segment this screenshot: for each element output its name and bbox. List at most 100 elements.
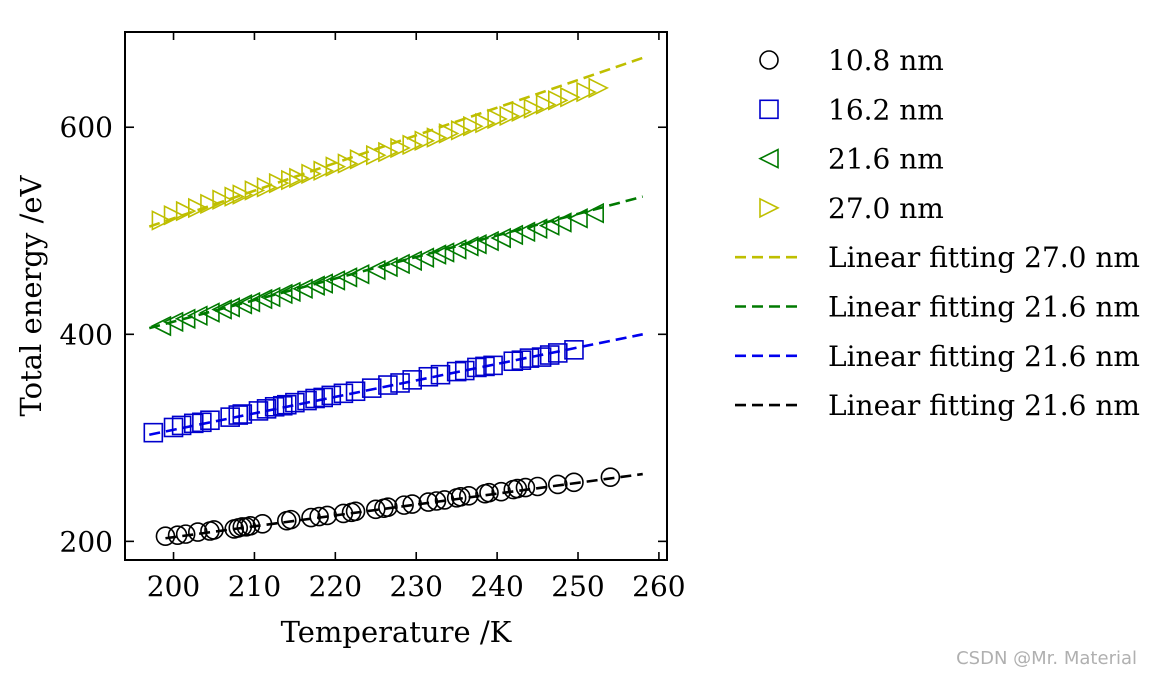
data-point — [564, 472, 584, 493]
data-point — [224, 186, 245, 207]
data-point — [345, 501, 366, 522]
data-point — [183, 413, 204, 434]
data-point — [438, 123, 460, 144]
data-point — [414, 130, 436, 152]
data-point — [378, 497, 398, 518]
x-tick-label: 210 — [228, 570, 281, 603]
data-point — [313, 387, 333, 408]
x-tick-label: 220 — [309, 570, 362, 603]
data-point — [418, 492, 439, 512]
x-tick-label: 250 — [551, 570, 604, 603]
data-point — [256, 399, 277, 419]
data-point — [483, 355, 503, 376]
data-point — [264, 396, 285, 417]
legend-marker — [758, 148, 779, 169]
data-point — [567, 208, 588, 229]
data-point — [547, 474, 568, 495]
data-point — [321, 385, 342, 406]
data-point — [211, 299, 232, 320]
data-point — [390, 373, 410, 393]
data-point — [256, 176, 278, 198]
data-point — [551, 212, 572, 233]
data-point — [337, 153, 359, 174]
data-point — [276, 394, 297, 415]
data-point — [519, 348, 540, 368]
data-point — [475, 356, 495, 377]
data-point — [175, 524, 196, 544]
data-point — [446, 361, 467, 382]
x-tick-label: 260 — [632, 570, 685, 603]
data-point — [345, 381, 366, 402]
x-tick-label: 230 — [389, 570, 442, 603]
data-points — [143, 77, 621, 546]
data-point — [425, 244, 447, 265]
legend-label: 16.2 nm — [828, 93, 944, 126]
data-point — [150, 315, 172, 337]
data-point — [155, 526, 176, 546]
data-point — [402, 370, 422, 390]
data-point — [281, 169, 302, 191]
data-point — [232, 184, 254, 205]
data-point — [325, 156, 347, 177]
fit-lines — [148, 56, 644, 540]
legend-label: Linear fitting 27.0 nm — [828, 241, 1140, 274]
data-point — [511, 350, 532, 370]
data-point — [232, 517, 253, 537]
data-point — [232, 404, 253, 424]
data-point — [305, 388, 325, 409]
data-point — [167, 525, 188, 545]
data-point — [333, 503, 354, 524]
x-tick-labels: 200 210 220 230 240 250 260 — [147, 570, 686, 603]
data-point — [204, 520, 224, 540]
data-point — [434, 490, 455, 510]
data-point — [418, 366, 439, 387]
legend-marker — [759, 197, 780, 219]
data-point — [304, 275, 325, 296]
data-point — [188, 197, 209, 219]
data-point — [163, 417, 184, 438]
data-point — [301, 507, 321, 528]
y-axis-label: Total energy /eV — [14, 175, 48, 417]
data-point — [454, 360, 475, 381]
data-point — [547, 90, 569, 111]
data-point — [163, 204, 185, 226]
data-point — [390, 137, 411, 159]
data-point — [220, 407, 240, 427]
data-point — [200, 193, 221, 215]
data-point — [240, 516, 261, 536]
y-tick-label: 600 — [60, 111, 113, 144]
data-point — [252, 513, 273, 534]
plot-frame — [124, 31, 668, 561]
data-point — [285, 392, 305, 413]
data-point — [588, 77, 610, 99]
y-tick-labels: 200 400 600 — [60, 111, 113, 558]
data-point — [378, 375, 398, 395]
data-point — [231, 293, 253, 315]
legend-label: Linear fitting 21.6 nm — [828, 340, 1140, 373]
axis-ticks — [125, 32, 667, 560]
data-point — [503, 351, 524, 372]
data-point — [463, 115, 484, 137]
data-point — [450, 487, 471, 507]
data-point — [499, 105, 521, 127]
data-point — [361, 378, 382, 398]
data-point — [378, 141, 399, 163]
data-point — [445, 239, 467, 260]
data-point — [348, 263, 370, 285]
data-point — [336, 267, 358, 288]
data-point — [333, 383, 354, 404]
data-point — [289, 167, 310, 189]
data-point — [175, 200, 197, 222]
legend-marker — [759, 50, 779, 70]
x-tick-label: 200 — [147, 570, 200, 603]
data-point — [459, 486, 479, 506]
data-point — [188, 522, 208, 542]
y-tick-label: 200 — [60, 525, 113, 558]
data-point — [538, 215, 560, 236]
legend-label: 21.6 nm — [828, 143, 944, 176]
data-point — [576, 81, 597, 103]
data-point — [309, 506, 329, 527]
data-point — [402, 494, 422, 514]
data-point — [527, 476, 548, 497]
data-point — [450, 120, 472, 141]
